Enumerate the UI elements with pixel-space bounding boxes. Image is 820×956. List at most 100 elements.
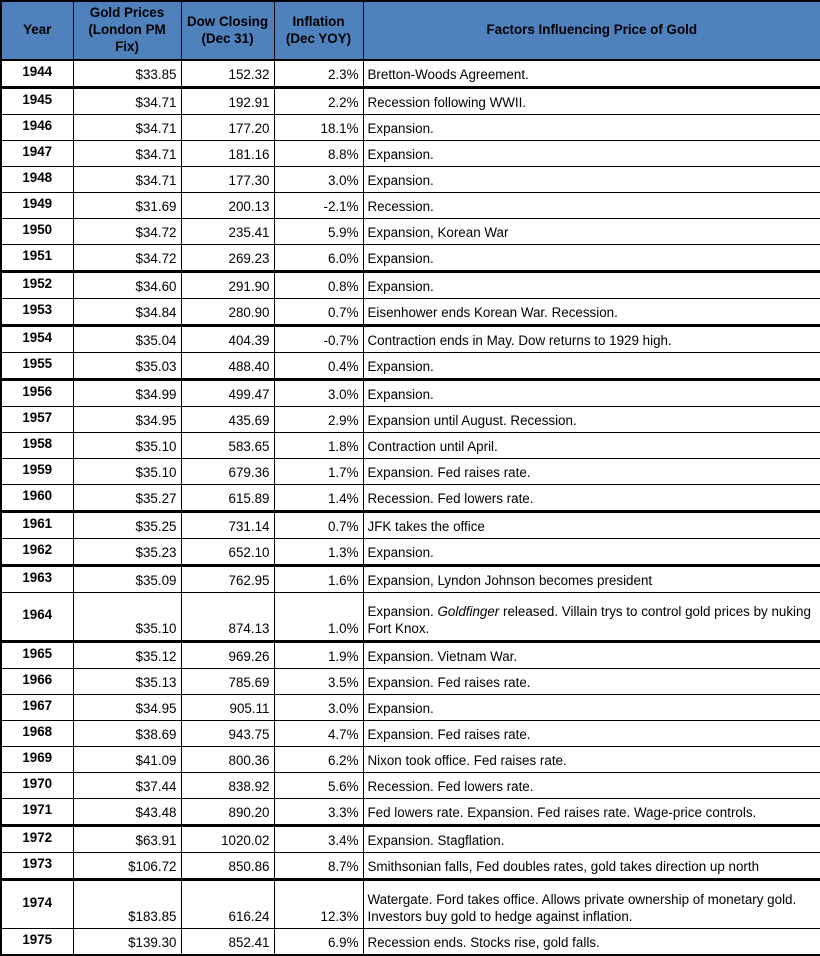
year-cell: 1945 [0, 86, 74, 115]
dow-close-cell: 943.75 [180, 720, 275, 747]
table-row: 1955 $35.03 488.40 0.4% Expansion. [0, 352, 820, 380]
gold-price-cell: $34.72 [72, 218, 182, 245]
table-row: 1962 $35.23 652.10 1.3% Expansion. [0, 538, 820, 566]
gold-price-cell: $35.27 [72, 484, 182, 512]
table-row: 1947 $34.71 181.16 8.8% Expansion. [0, 140, 820, 167]
table-row: 1964 $35.10 874.13 1.0% Expansion. Goldfinge… [0, 592, 820, 642]
gold-price-cell: $34.95 [72, 406, 182, 433]
inflation-cell: 3.0% [273, 378, 364, 407]
year-cell: 1954 [0, 324, 74, 353]
inflation-cell: 1.9% [273, 640, 364, 669]
dow-close-cell: 181.16 [180, 140, 275, 167]
dow-close-cell: 269.23 [180, 244, 275, 272]
factors-cell: Expansion. [362, 694, 820, 721]
year-cell: 1974 [0, 878, 74, 929]
year-cell: 1962 [0, 538, 74, 566]
factors-cell: Eisenhower ends Korean War. Recession. [362, 298, 820, 326]
gold-price-cell: $63.91 [72, 824, 182, 853]
dow-close-cell: 177.30 [180, 166, 275, 193]
gold-price-cell: $35.03 [72, 352, 182, 380]
factors-cell: Contraction until April. [362, 432, 820, 459]
factors-cell: Recession. Fed lowers rate. [362, 772, 820, 799]
year-cell: 1956 [0, 378, 74, 407]
table-row: 1973 $106.72 850.86 8.7% Smithsonian falls, … [0, 852, 820, 880]
gold-price-cell: $34.71 [72, 140, 182, 167]
factors-cell: Expansion, Lyndon Johnson becomes presid… [362, 564, 820, 593]
year-cell: 1948 [0, 166, 74, 193]
gold-price-cell: $35.09 [72, 564, 182, 593]
dow-close-cell: 969.26 [180, 640, 275, 669]
column-header-inflation: Inflation (Dec YOY) [273, 0, 364, 61]
table-row: 1952 $34.60 291.90 0.8% Expansion. [0, 270, 820, 299]
inflation-cell: 0.7% [273, 298, 364, 326]
gold-price-cell: $34.95 [72, 694, 182, 721]
column-header-year: Year [0, 0, 74, 61]
inflation-cell: 2.3% [273, 59, 364, 88]
dow-close-cell: 679.36 [180, 458, 275, 485]
column-header-dow: Dow Closing (Dec 31) [180, 0, 275, 61]
factors-cell: Expansion. [362, 244, 820, 272]
factors-cell: Expansion. [362, 378, 820, 407]
year-cell: 1953 [0, 298, 74, 326]
dow-close-cell: 615.89 [180, 484, 275, 512]
year-cell: 1965 [0, 640, 74, 669]
factors-cell: Watergate. Ford takes office. Allows pri… [362, 878, 820, 929]
year-cell: 1963 [0, 564, 74, 593]
table-row: 1971 $43.48 890.20 3.3% Fed lowers rate. Exp… [0, 798, 820, 826]
gold-price-cell: $35.12 [72, 640, 182, 669]
gold-price-cell: $35.10 [72, 458, 182, 485]
factors-cell: Expansion. [362, 114, 820, 141]
factors-cell: Expansion. Vietnam War. [362, 640, 820, 669]
gold-price-cell: $34.60 [72, 270, 182, 299]
year-cell: 1958 [0, 432, 74, 459]
table-row: 1946 $34.71 177.20 18.1% Expansion. [0, 114, 820, 141]
table-row: 1968 $38.69 943.75 4.7% Expansion. Fed raise… [0, 720, 820, 747]
factors-cell: Smithsonian falls, Fed doubles rates, go… [362, 852, 820, 880]
inflation-cell: 0.4% [273, 352, 364, 380]
year-cell: 1959 [0, 458, 74, 485]
dow-close-cell: 852.41 [180, 928, 275, 956]
gold-price-cell: $35.04 [72, 324, 182, 353]
gold-price-cell: $43.48 [72, 798, 182, 826]
factors-cell: Recession. Fed lowers rate. [362, 484, 820, 512]
table-row: 1959 $35.10 679.36 1.7% Expansion. Fed raise… [0, 458, 820, 485]
table-row: 1948 $34.71 177.30 3.0% Expansion. [0, 166, 820, 193]
column-header-gold: Gold Prices (London PM Fix) [72, 0, 182, 61]
inflation-cell: 6.0% [273, 244, 364, 272]
gold-price-cell: $139.30 [72, 928, 182, 956]
factors-cell: Recession. [362, 192, 820, 219]
year-cell: 1972 [0, 824, 74, 853]
factors-cell: Recession ends. Stocks rise, gold falls. [362, 928, 820, 956]
dow-close-cell: 152.32 [180, 59, 275, 88]
dow-close-cell: 499.47 [180, 378, 275, 407]
factors-cell: Expansion. Fed raises rate. [362, 458, 820, 485]
table-header: Year Gold Prices (London PM Fix) Dow Closi… [0, 0, 820, 61]
gold-price-cell: $35.13 [72, 668, 182, 695]
dow-close-cell: 838.92 [180, 772, 275, 799]
dow-close-cell: 850.86 [180, 852, 275, 880]
dow-close-cell: 192.91 [180, 86, 275, 115]
table-row: 1957 $34.95 435.69 2.9% Expansion until Augu… [0, 406, 820, 433]
dow-close-cell: 200.13 [180, 192, 275, 219]
inflation-cell: 1.8% [273, 432, 364, 459]
year-cell: 1944 [0, 59, 74, 88]
dow-close-cell: 1020.02 [180, 824, 275, 853]
factors-cell: Expansion. Fed raises rate. [362, 720, 820, 747]
table-row: 1960 $35.27 615.89 1.4% Recession. Fed lower… [0, 484, 820, 512]
inflation-cell: 3.0% [273, 694, 364, 721]
year-cell: 1967 [0, 694, 74, 721]
table-row: 1956 $34.99 499.47 3.0% Expansion. [0, 378, 820, 407]
table-row: 1954 $35.04 404.39 -0.7% Contraction ends in… [0, 324, 820, 353]
year-cell: 1947 [0, 140, 74, 167]
factors-cell: Expansion. Fed raises rate. [362, 668, 820, 695]
inflation-cell: 18.1% [273, 114, 364, 141]
inflation-cell: 5.6% [273, 772, 364, 799]
year-cell: 1971 [0, 798, 74, 826]
year-cell: 1950 [0, 218, 74, 245]
factors-cell: Contraction ends in May. Dow returns to … [362, 324, 820, 353]
gold-price-cell: $35.10 [72, 592, 182, 642]
dow-close-cell: 583.65 [180, 432, 275, 459]
factors-cell: Nixon took office. Fed raises rate. [362, 746, 820, 773]
